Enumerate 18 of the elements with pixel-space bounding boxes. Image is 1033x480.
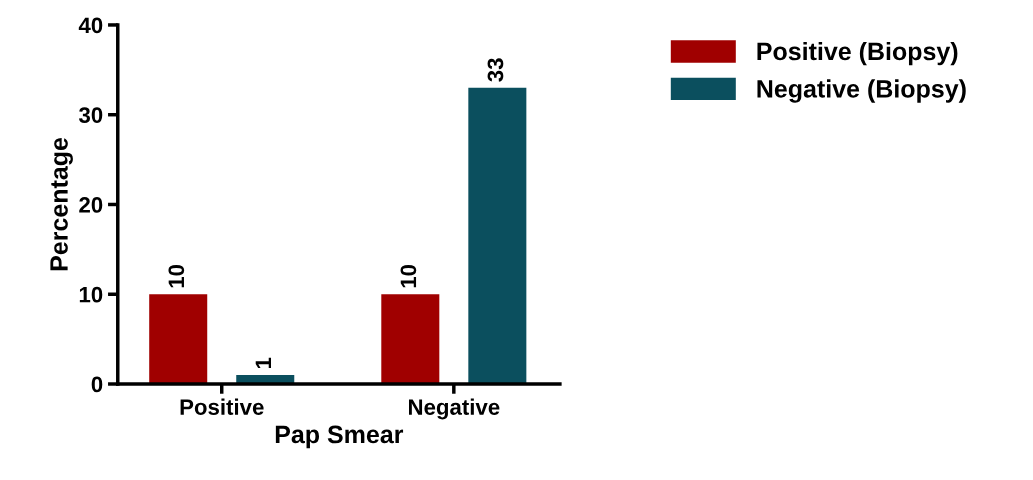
- y-tick-label: 0: [91, 376, 103, 393]
- y-tick-label: 30: [78, 107, 103, 124]
- data-label: 1: [255, 357, 271, 369]
- bar: [149, 294, 208, 384]
- y-axis-title: Percentage: [50, 137, 73, 271]
- data-label: 33: [487, 58, 504, 82]
- x-tick-label: Negative: [409, 398, 500, 420]
- bar: [468, 87, 527, 384]
- x-axis-title: Pap Smear: [275, 425, 404, 449]
- y-tick-label: 40: [78, 17, 103, 34]
- bar: [381, 294, 440, 384]
- y-tick-label: 10: [79, 286, 103, 303]
- legend-label: Positive (Biopsy): [757, 41, 958, 66]
- data-label: 10: [168, 264, 185, 288]
- legend-label: Negative (Biopsy): [757, 79, 966, 103]
- x-tick-label: Positive: [180, 398, 264, 415]
- data-label: 10: [400, 264, 417, 288]
- y-tick-label: 20: [79, 197, 103, 213]
